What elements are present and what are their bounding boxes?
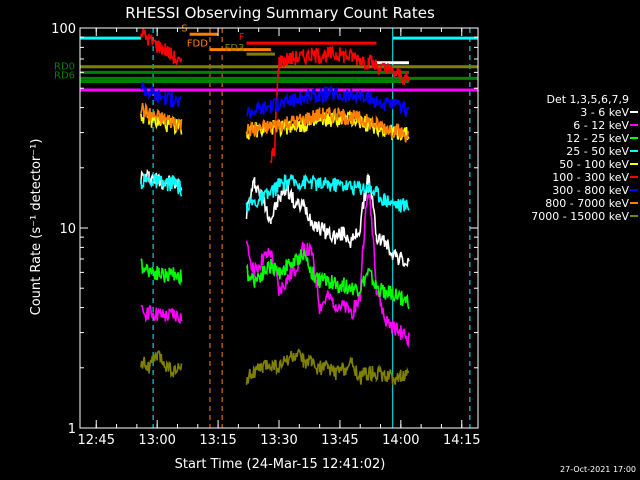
x-tick-label: 14:00: [382, 433, 419, 448]
series-trace: [140, 258, 183, 286]
legend-entry-label: 6 - 12 keV: [573, 119, 629, 132]
x-tick-label: 12:45: [78, 433, 115, 448]
series-trace: [245, 249, 410, 310]
series-trace: [140, 81, 182, 108]
series-trace: [245, 193, 410, 349]
series-100-300-keV: [140, 28, 410, 164]
chart-title: RHESSI Observing Summary Count Rates: [125, 4, 435, 22]
series-trace: [245, 172, 410, 268]
series-trace: [140, 102, 183, 132]
x-tick-label: 13:45: [321, 433, 358, 448]
flag-label: RD0: [54, 61, 75, 72]
series-trace: [246, 85, 410, 119]
series-trace: [270, 45, 410, 164]
legend-title: Det 1,3,5,6,7,9: [546, 93, 629, 106]
flag-label: S: [181, 23, 187, 34]
x-tick-label: 13:15: [199, 433, 236, 448]
flag-label: FD3: [225, 43, 245, 54]
generation-timestamp: 27-Oct-2021 17:00: [560, 465, 636, 474]
legend-entry-label: 50 - 100 keV: [559, 158, 629, 171]
legend-entry-label: 25 - 50 keV: [566, 145, 629, 158]
axes: 12:45 13:00 13:15 13:30 13:45 14:00 14:15 1 10 10…: [51, 22, 480, 448]
y-tick-label: 10: [59, 222, 76, 237]
series-trace: [245, 107, 410, 143]
series-layer: [140, 28, 410, 386]
legend-entry-label: 7000 - 15000 keV: [531, 210, 629, 223]
series-25-50-keV: [140, 173, 410, 213]
legend-entry-label: 12 - 25 keV: [566, 132, 629, 145]
y-tick-label: 1: [68, 422, 76, 437]
x-tick-label: 13:30: [260, 433, 297, 448]
x-tick-label: 14:15: [443, 433, 480, 448]
legend-entry-label: 800 - 7000 keV: [545, 197, 629, 210]
x-tick-label: 13:00: [138, 433, 175, 448]
legend-entry-label: 3 - 6 keV: [580, 106, 629, 119]
series-300-800-keV: [140, 81, 410, 119]
y-tick-label: 100: [51, 22, 76, 37]
series-trace: [245, 173, 410, 213]
flag-label: RD6: [54, 71, 75, 82]
legend-entry-label: 100 - 300 keV: [552, 171, 629, 184]
legend-entry-label: 300 - 800 keV: [552, 184, 629, 197]
flag-label: FDD: [187, 39, 208, 50]
series-trace: [140, 304, 183, 325]
flag-label: F: [239, 32, 245, 43]
series-12-25-keV: [140, 249, 410, 310]
series-trace: [245, 348, 410, 386]
series-800-7000-keV: [140, 102, 410, 143]
series-7000-15000-keV: [140, 348, 410, 386]
y-axis-label: Count Rate (s⁻¹ detector⁻¹): [29, 139, 44, 316]
series-trace: [140, 173, 183, 197]
series-trace: [140, 28, 183, 67]
series-6-12-keV: [140, 193, 410, 349]
x-axis-label: Start Time (24-Mar-15 12:41:02): [175, 457, 386, 472]
series-trace: [140, 350, 183, 378]
